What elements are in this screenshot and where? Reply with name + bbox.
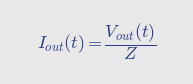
Text: $I_{out}(t) = \dfrac{V_{out}(t)}{Z}$: $I_{out}(t) = \dfrac{V_{out}(t)}{Z}$	[36, 22, 157, 62]
